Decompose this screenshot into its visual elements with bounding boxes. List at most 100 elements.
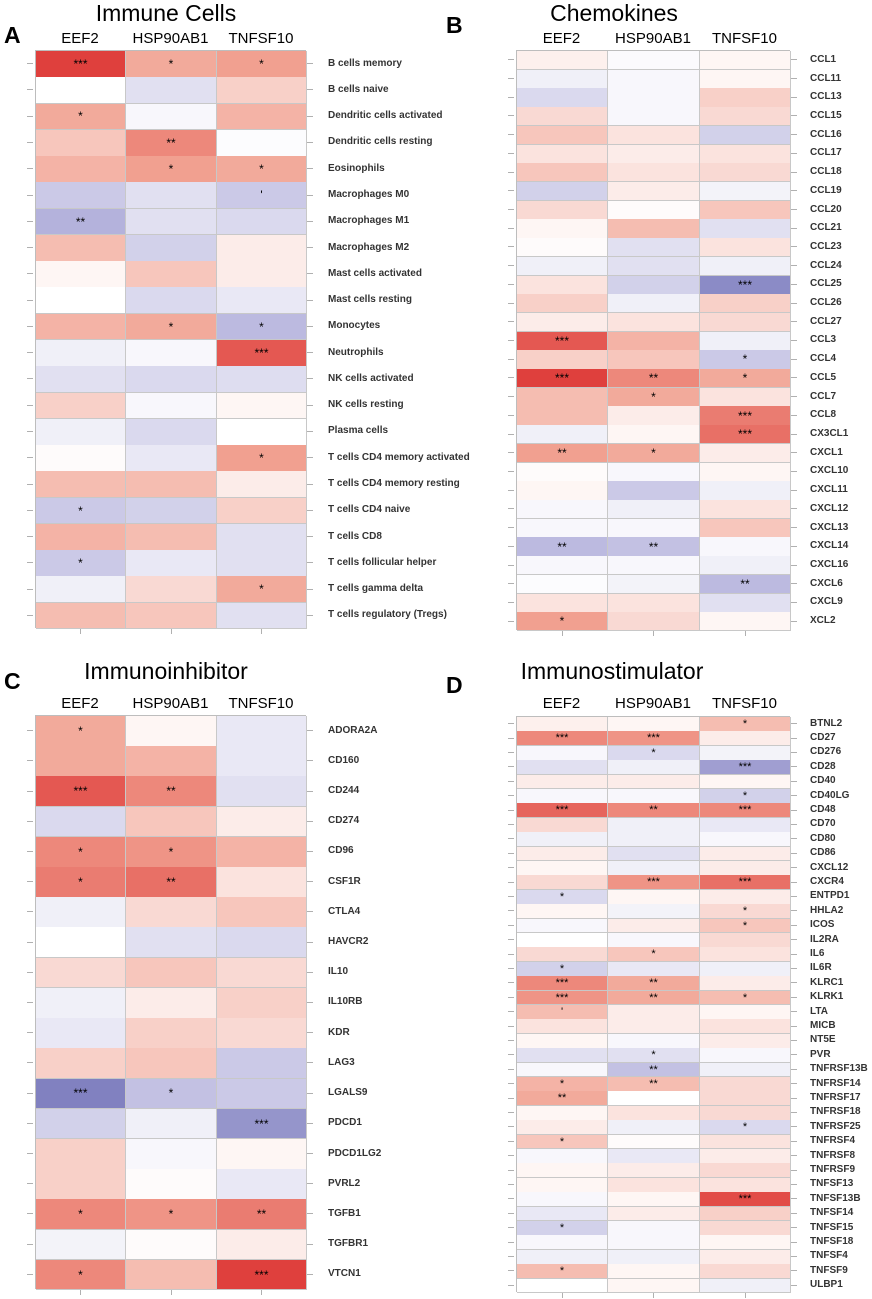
panel-b-heatmap-cell [608,107,700,127]
panel-d-heatmap-cell: ' [517,1005,608,1020]
panel-a-heatmap-cell [126,103,217,131]
panel-d-left-tick [508,910,514,912]
panel-d-left-tick [508,1083,514,1085]
panel-b-row-label: CCL17 [810,147,842,159]
panel-c-heatmap-cell [36,806,126,838]
panel-b-heatmap-cell: *** [517,331,608,351]
panel-c-significance-mark: *** [73,784,88,799]
panel-b-bottom-tick [653,631,654,636]
panel-d-heatmap-cell [608,861,700,876]
panel-b-heatmap-cell [608,425,700,445]
panel-d-heatmap-cell [700,861,791,876]
panel-d-row-label: HHLA2 [810,904,844,916]
panel-a-row-label: NK cells resting [328,399,404,411]
panel-a-heatmap-cell [217,103,307,131]
panel-c-row-tick [307,730,313,732]
panel-b-left-tick [508,171,514,173]
panel-b-row-label: CXCL11 [810,484,848,496]
panel-b-heatmap-cell [700,443,791,464]
panel-a-heatmap-cell [217,208,307,236]
panel-b-significance-mark: ** [648,371,659,386]
panel-d-heatmap-cell [608,774,700,790]
panel-a-row-label: T cells CD4 naive [328,504,411,516]
panel-c-significance-mark: *** [254,1116,269,1131]
panel-d-heatmap-cell: * [517,1264,608,1280]
panel-a-heatmap-cell [126,340,217,367]
panel-d-row-label: NT5E [810,1034,836,1046]
panel-d-heatmap-cell [517,918,608,934]
panel-d-heatmap-cell [700,1091,791,1107]
panel-d-row-label: TNFRSF8 [810,1149,855,1161]
panel-d-heatmap-cell [608,846,700,862]
panel-d-heatmap-cell [517,904,608,920]
panel-a-row-label: Macrophages M0 [328,188,410,200]
panel-b-row-tick [791,302,797,304]
panel-c-heatmap-cell [217,987,307,1019]
panel-b-heatmap-cell [700,462,791,482]
panel-c-heatmap-cell [36,987,126,1019]
panel-c-row-label: TGFBR1 [328,1238,368,1250]
panel-d-heatmap-cell [700,947,791,963]
panel-b-heatmap-cell [700,294,791,314]
panel-b-row-label: CCL21 [810,222,842,234]
panel-d-heatmap-cell: * [608,745,700,761]
panel-b-heatmap-cell [700,200,791,220]
panel-d-heatmap-cell [608,1005,700,1020]
panel-b-heatmap-cell [700,387,791,407]
panel-a-heatmap-cell [36,418,126,446]
panel-d-significance-mark: * [559,1077,565,1090]
panel-d-left-tick [508,824,514,825]
panel-d-significance-mark: * [651,948,656,961]
panel-d-heatmap-cell [608,1235,700,1251]
panel-a-left-tick [27,247,33,249]
panel-b-row-label: CCL27 [810,315,842,327]
panel-c-row-label: CD160 [328,754,360,766]
panel-d-column-header: EEF2 [542,695,581,712]
panel-b-left-tick [508,545,514,547]
panel-b-row-tick [791,340,797,341]
panel-a-row-tick [307,352,313,354]
panel-c-row-tick [307,790,313,792]
panel-d-row-label: IL6R [810,962,832,974]
panel-b-heatmap-cell [700,500,791,520]
panel-a-heatmap-cell: * [217,576,307,604]
panel-b-left-tick [508,601,514,603]
panel-a-significance-mark: * [259,582,264,597]
panel-a-left-tick [27,483,33,485]
panel-c-row-label: CTLA4 [328,905,361,917]
panel-a-left-tick [27,352,33,354]
panel-b-row-label: CCL26 [810,297,842,309]
panel-d-heatmap-cell: * [517,889,608,905]
panel-a-heatmap-cell [36,234,126,262]
panel-c-row-label: PDCD1LG2 [328,1147,382,1159]
panel-d-left-tick [508,1184,514,1185]
panel-a-significance-mark: *** [254,345,269,360]
panel-a-heatmap-cell [126,497,217,525]
panel-d-heatmap-cell [517,1192,608,1208]
panel-d-row-tick [791,939,797,941]
panel-d-heatmap-cell: * [517,1077,608,1092]
panel-b-row-tick [791,209,797,211]
panel-c-heatmap-cell: ** [126,776,217,808]
panel-c-bottom-tick [80,1290,81,1295]
panel-c-heatmap-cell: *** [217,1259,307,1291]
panel-c-heatmap-cell [217,957,307,989]
panel-a-significance-mark: * [168,319,174,334]
panel-a-row-tick [307,63,313,65]
panel-d-heatmap-cell [517,861,608,876]
panel-c-heatmap-cell [36,746,126,777]
panel-d-row-label: TNFSF13B [810,1192,861,1204]
panel-d-row-tick [791,910,797,912]
panel-b-heatmap-cell [608,51,700,71]
panel-a-heatmap-cell [36,156,126,183]
panel-b-row-tick [791,377,797,379]
panel-b-row-label: CCL7 [810,390,837,402]
panel-a-row-tick [307,141,313,143]
panel-d-left-tick [508,1284,514,1286]
panel-d-significance-mark: * [559,962,565,975]
panel-c-column-header: EEF2 [61,695,99,712]
panel-c-row-tick [307,1062,313,1064]
panel-d-heatmap-cell [700,1033,791,1049]
panel-b-heatmap-cell [517,518,608,538]
panel-d-heatmap-cell [517,1163,608,1179]
